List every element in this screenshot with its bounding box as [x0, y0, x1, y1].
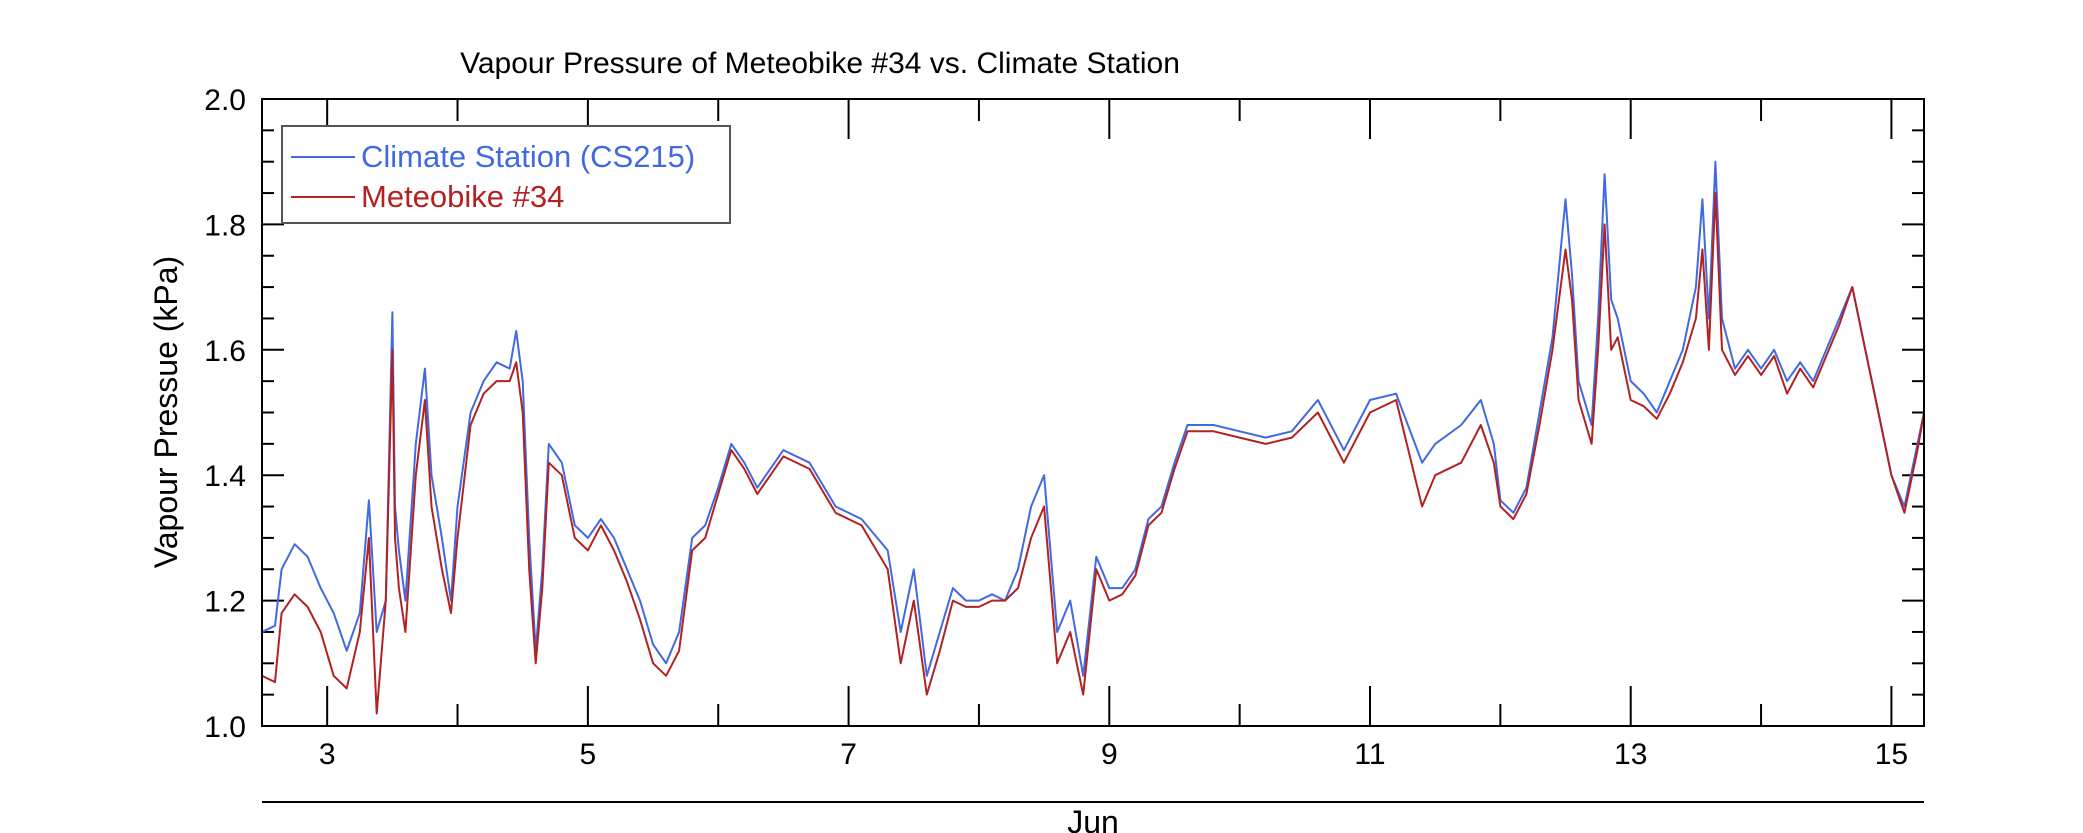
legend: Climate Station (CS215) Meteobike #34 — [281, 125, 731, 224]
legend-label-meteobike: Meteobike #34 — [361, 179, 564, 214]
y-tick-label: 1.0 — [204, 711, 246, 744]
legend-box — [281, 125, 731, 224]
y-tick-label: 1.8 — [204, 209, 246, 242]
series-line-climate-station — [262, 160, 1924, 677]
y-tick-label: 1.4 — [204, 460, 246, 493]
legend-label-climate-station: Climate Station (CS215) — [361, 139, 695, 174]
y-tick-label: 1.2 — [204, 586, 246, 619]
x-tick-label: 5 — [580, 738, 597, 771]
series-lines — [262, 160, 1924, 715]
x-tick-label: 15 — [1875, 738, 1908, 771]
x-axis-label: Jun — [1067, 804, 1119, 833]
x-tick-label: 9 — [1101, 738, 1118, 771]
series-line-meteobike — [262, 192, 1924, 715]
plot-frame — [261, 98, 1925, 727]
y-tick-label: 1.6 — [204, 335, 246, 368]
x-tick-label: 3 — [319, 738, 336, 771]
tick-labels: 1.0 1.2 1.4 1.6 1.8 2.0 3 5 7 9 11 13 15 — [204, 84, 1908, 771]
x-tick-label: 7 — [840, 738, 857, 771]
x-tick-label: 11 — [1354, 738, 1385, 771]
chart-title: Vapour Pressure of Meteobike #34 vs. Cli… — [460, 47, 1180, 80]
y-tick-label: 2.0 — [204, 84, 246, 117]
x-tick-label: 13 — [1614, 738, 1647, 771]
y-axis-label: Vapour Pressue (kPa) — [148, 256, 184, 568]
